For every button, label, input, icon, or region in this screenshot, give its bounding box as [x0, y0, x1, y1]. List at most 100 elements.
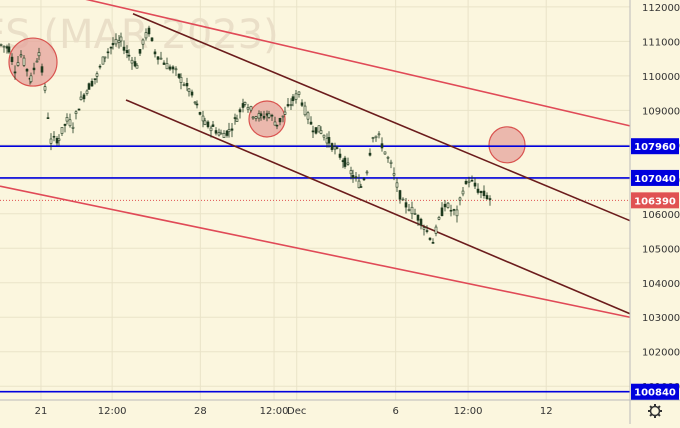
candle-body	[37, 52, 41, 57]
candle-body	[354, 176, 358, 179]
candle-body	[267, 113, 271, 118]
candle-body	[187, 88, 191, 92]
level-label: 107960	[634, 142, 676, 153]
candle-body	[467, 180, 471, 183]
candle-body	[90, 80, 94, 87]
trend-lines[interactable]	[0, 0, 631, 319]
candle-body	[141, 39, 145, 45]
candle-body	[286, 104, 290, 107]
highlight-circle[interactable]	[488, 126, 526, 164]
candle-body	[278, 117, 282, 123]
candle-body	[349, 170, 353, 175]
current-price-label-bg	[631, 192, 679, 209]
candle-body	[52, 135, 56, 138]
candle-body	[289, 104, 293, 106]
level-label: 100840	[634, 388, 676, 399]
trend-line-channel-lower[interactable]	[125, 99, 631, 315]
highlight-circle[interactable]	[8, 37, 58, 87]
candle-body	[198, 112, 202, 115]
candle-body	[35, 60, 39, 63]
candle-body	[13, 71, 17, 74]
y-tick-label: 111000	[642, 37, 680, 48]
candle-body	[262, 115, 266, 119]
candle-body	[374, 135, 378, 139]
candle-body	[392, 173, 396, 176]
x-tick-label: 28	[194, 406, 207, 417]
candle-body	[398, 190, 402, 200]
candle-body	[156, 56, 160, 60]
candle-body	[79, 96, 83, 100]
candle-body	[68, 119, 72, 127]
x-tick-label: 12:00	[98, 406, 127, 417]
candle-body	[259, 113, 263, 116]
candle-body	[98, 65, 102, 68]
candle-body	[238, 109, 242, 113]
candle-body	[111, 43, 115, 46]
candle-body	[443, 203, 447, 208]
candle-body	[82, 94, 86, 100]
candle-body	[251, 116, 255, 119]
candle-body	[109, 46, 113, 49]
candle-body	[461, 190, 465, 195]
candle-body	[19, 54, 23, 57]
candle-body	[431, 241, 435, 244]
candle-body	[0, 43, 3, 46]
candle-body	[114, 39, 118, 45]
candle-body	[150, 37, 154, 42]
y-tick-label: 102000	[642, 348, 680, 359]
x-tick-label: 12	[540, 406, 553, 417]
candle-body	[249, 106, 253, 111]
candle-body	[60, 127, 64, 134]
candle-body	[419, 218, 423, 226]
candle-body	[246, 107, 250, 110]
x-tick-label: 21	[35, 406, 48, 417]
candle-body	[283, 111, 287, 115]
candle-body	[291, 96, 295, 102]
y-tick-label: 104000	[642, 279, 680, 290]
candle-body	[275, 124, 279, 127]
candle-body	[203, 120, 207, 125]
trend-line-outer-lower[interactable]	[0, 185, 631, 319]
candle-body	[219, 132, 223, 135]
horizontal-levels[interactable]	[0, 145, 630, 393]
candle-body	[452, 209, 456, 211]
candle-body	[5, 46, 9, 49]
candle-body	[171, 66, 175, 70]
candle-body	[455, 209, 459, 217]
y-tick-label: 103000	[642, 313, 680, 324]
gear-icon[interactable]	[648, 404, 662, 418]
candle-body	[351, 175, 355, 178]
gear-ring	[649, 405, 661, 417]
trend-line-channel-upper[interactable]	[132, 13, 631, 222]
level-label-bg	[631, 383, 679, 400]
candle-body	[294, 93, 298, 100]
candle-body	[127, 54, 131, 57]
candle-body	[338, 153, 342, 158]
y-tick-label: 106000	[642, 210, 680, 221]
y-tick-label: 105000	[642, 244, 680, 255]
price-series	[0, 25, 492, 244]
candle-body	[437, 217, 441, 220]
candle-body	[346, 162, 350, 165]
candle-body	[211, 124, 215, 127]
candle-body	[311, 130, 315, 133]
candle-body	[235, 118, 239, 122]
candle-body	[230, 128, 234, 131]
candle-body	[303, 105, 307, 116]
trend-line-outer-upper[interactable]	[0, 0, 631, 127]
candle-body	[449, 209, 453, 212]
candle-body	[135, 64, 139, 69]
candle-body	[488, 198, 492, 200]
candle-body	[16, 62, 20, 66]
candle-body	[389, 161, 393, 164]
candle-body	[446, 202, 450, 208]
candle-body	[306, 112, 310, 120]
candle-body	[201, 115, 205, 122]
candle-body	[476, 188, 480, 193]
candle-body	[401, 198, 405, 201]
candle-body	[22, 57, 26, 66]
price-labels: 107960 107040 100840 106390	[631, 138, 679, 400]
candle-body	[233, 117, 237, 119]
